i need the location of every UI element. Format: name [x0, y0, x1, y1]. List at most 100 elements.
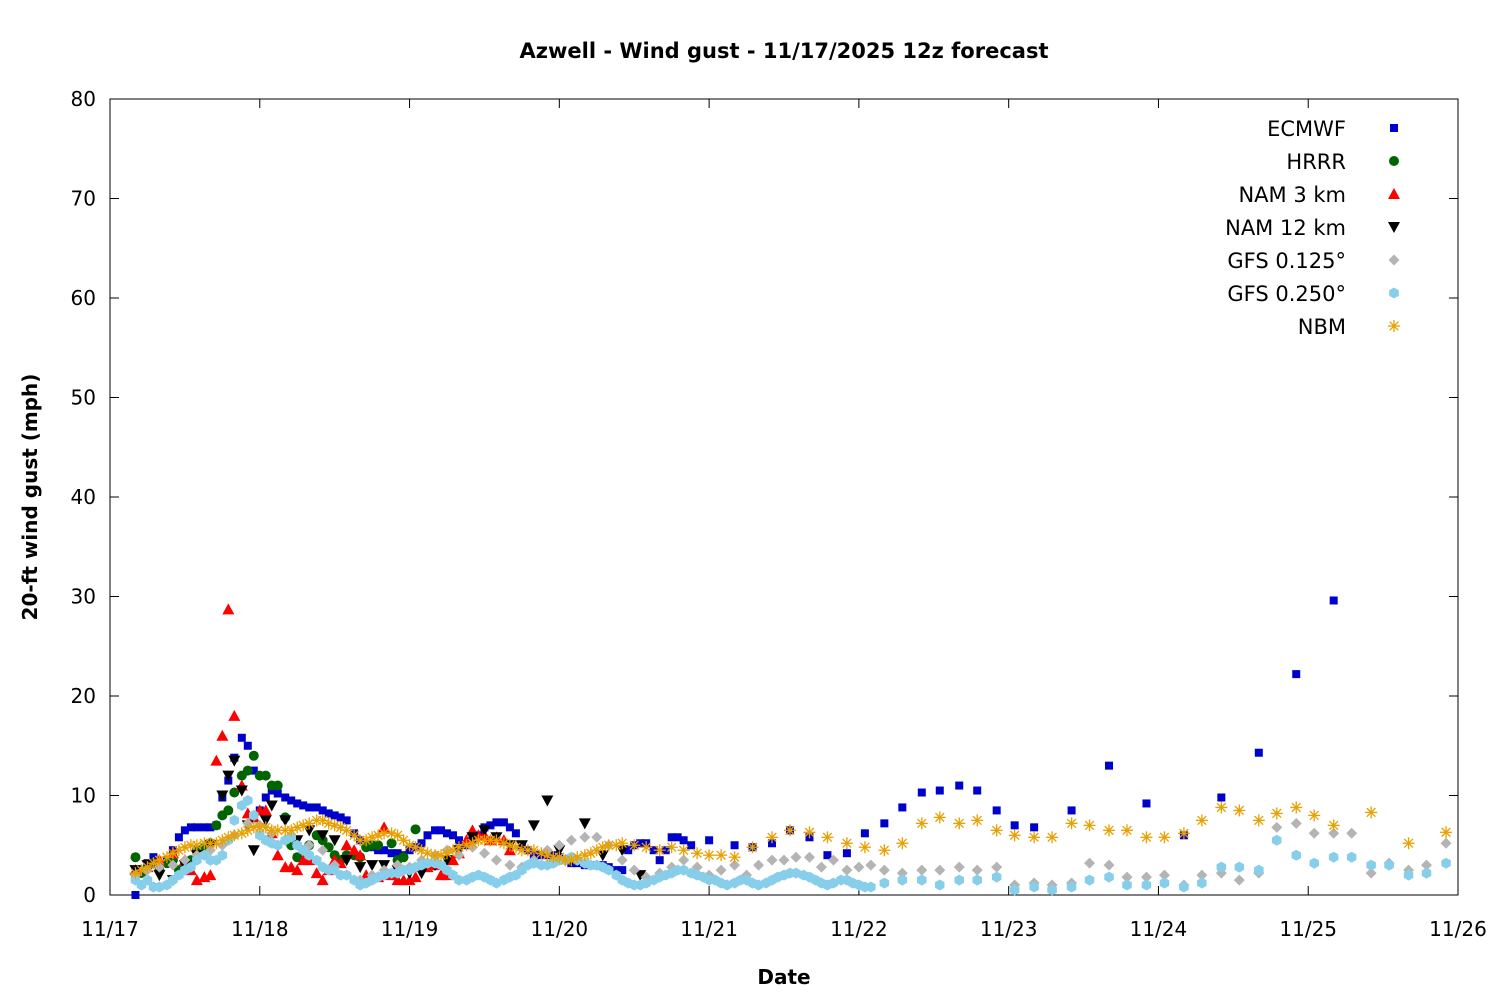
- data-point: [934, 864, 946, 876]
- data-point: [778, 854, 790, 866]
- data-point: [1346, 827, 1358, 839]
- data-point: [318, 806, 327, 815]
- data-point: [933, 811, 946, 824]
- data-point: [243, 741, 252, 750]
- x-axis-label: Date: [757, 965, 810, 989]
- data-point: [1233, 804, 1246, 817]
- data-point: [679, 836, 688, 845]
- data-point: [1177, 827, 1190, 840]
- data-point: [222, 603, 235, 615]
- data-point: [316, 874, 329, 886]
- x-tick-label: 11/23: [980, 917, 1038, 941]
- data-point: [766, 854, 778, 866]
- data-point: [860, 829, 869, 838]
- data-point: [453, 849, 465, 861]
- data-point: [541, 849, 554, 862]
- data-point: [186, 861, 196, 873]
- data-point: [1290, 801, 1303, 814]
- data-point: [398, 852, 409, 863]
- chart-title: Azwell - Wind gust - 11/17/2025 12z fore…: [520, 39, 1049, 63]
- data-point: [1140, 871, 1152, 883]
- data-point: [446, 854, 459, 866]
- data-point: [1402, 837, 1415, 850]
- data-point: [990, 824, 1003, 837]
- data-point: [1216, 861, 1227, 873]
- y-tick-label: 10: [71, 784, 96, 808]
- data-point: [1009, 884, 1020, 896]
- data-point: [490, 854, 502, 866]
- data-point: [409, 871, 422, 883]
- data-point: [703, 849, 716, 862]
- data-point: [803, 851, 815, 863]
- data-point: [354, 862, 367, 874]
- data-point: [715, 864, 727, 876]
- data-point: [783, 824, 796, 837]
- data-point: [228, 755, 241, 767]
- data-point: [1158, 869, 1170, 881]
- data-point: [223, 805, 234, 816]
- data-point: [916, 864, 928, 876]
- data-point: [728, 851, 741, 864]
- data-point: [827, 854, 839, 866]
- data-point: [423, 831, 432, 840]
- x-tick-label: 11/18: [231, 917, 289, 941]
- data-point: [917, 874, 927, 886]
- data-point: [840, 837, 853, 850]
- data-point: [410, 824, 421, 835]
- data-point: [279, 815, 292, 827]
- y-tick-label: 80: [71, 87, 96, 111]
- data-point: [354, 849, 367, 861]
- legend-label: NAM 3 km: [1238, 183, 1346, 207]
- data-point: [1047, 884, 1057, 896]
- data-point: [1083, 819, 1096, 832]
- data-point: [373, 840, 384, 851]
- x-tick-label: 11/20: [531, 917, 589, 941]
- data-point: [486, 821, 495, 830]
- data-point: [730, 841, 739, 850]
- data-point: [1441, 857, 1451, 869]
- data-point: [1365, 867, 1377, 879]
- data-point: [153, 870, 166, 882]
- data-point: [131, 891, 140, 899]
- data-point: [1140, 831, 1153, 844]
- data-point: [535, 847, 548, 860]
- data-point: [293, 799, 302, 808]
- data-point: [1028, 831, 1041, 844]
- data-point: [261, 793, 270, 802]
- data-point: [287, 796, 296, 805]
- data-point: [691, 847, 704, 860]
- data-point: [571, 851, 584, 864]
- data-point: [578, 849, 591, 862]
- data-point: [452, 841, 465, 854]
- data-point: [403, 839, 416, 852]
- data-point: [527, 820, 540, 832]
- x-tick-label: 11/22: [830, 917, 888, 941]
- data-point: [766, 831, 779, 844]
- data-point: [616, 854, 628, 866]
- data-point: [460, 839, 473, 852]
- data-point: [311, 854, 322, 866]
- data-point: [317, 844, 329, 856]
- data-point: [242, 765, 253, 776]
- data-point: [235, 785, 248, 797]
- y-tick-label: 70: [71, 187, 96, 211]
- data-point: [304, 849, 314, 861]
- data-point: [348, 829, 361, 842]
- data-point: [1010, 821, 1019, 830]
- data-point: [590, 844, 603, 857]
- data-point: [715, 849, 728, 862]
- data-point: [653, 844, 666, 857]
- data-point: [1105, 761, 1114, 770]
- data-point: [1030, 823, 1039, 832]
- data-point: [858, 841, 871, 854]
- data-point: [391, 829, 404, 842]
- data-point: [192, 823, 201, 832]
- data-point: [878, 864, 890, 876]
- data-point: [828, 877, 839, 889]
- data-point: [803, 826, 816, 839]
- data-point: [248, 750, 259, 761]
- x-tick-label: 11/26: [1429, 917, 1487, 941]
- data-point: [853, 861, 865, 873]
- data-point: [210, 754, 223, 766]
- data-point: [553, 839, 565, 851]
